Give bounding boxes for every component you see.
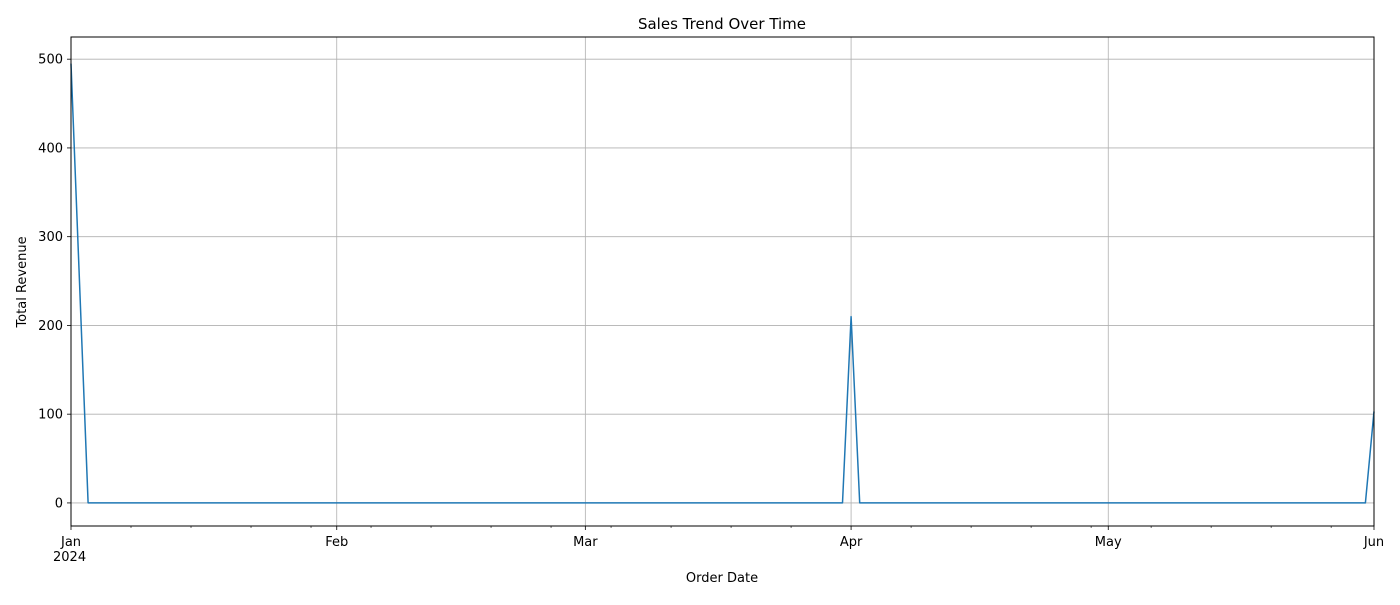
y-tick-label: 300 [38,230,63,245]
y-tick-label: 0 [55,496,63,511]
y-tick-label: 500 [38,53,63,68]
x-tick-label: Apr [840,535,863,550]
y-axis-label: Total Revenue [15,236,30,328]
x-tick-label: Jan [60,535,81,550]
x-tick-label: Mar [573,535,598,550]
x-tick-sublabel: 2024 [53,550,86,565]
series-line [70,63,1375,504]
chart-title: Sales Trend Over Time [638,15,806,33]
y-tick-label: 400 [38,141,63,156]
x-tick-label: May [1095,535,1122,550]
x-tick-label: Feb [325,535,348,550]
x-tick-label: Jun [1363,535,1384,550]
y-tick-label: 200 [38,319,63,334]
grid [70,37,1375,526]
y-tick-label: 100 [38,408,63,423]
x-axis-label: Order Date [686,571,758,586]
plot-area [70,36,1375,527]
series-layer [70,63,1375,504]
